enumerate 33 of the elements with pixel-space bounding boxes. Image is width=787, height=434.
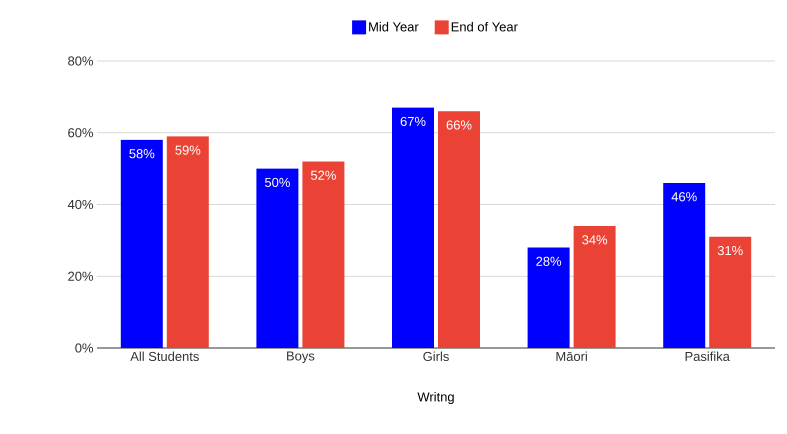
data-label: 66% [446,120,472,130]
bar [438,111,480,348]
data-label: 52% [310,170,336,180]
data-label: 46% [672,192,697,202]
bar [120,140,163,348]
bar [302,161,344,348]
data-label: 50% [264,178,290,187]
data-label: 34% [582,235,608,244]
data-label: 31% [718,246,743,256]
x-axis-title: Writng [417,392,454,404]
data-label: 59% [175,146,200,155]
y-tick-label: 40% [68,200,94,210]
bar [528,248,570,348]
bar [663,182,706,348]
x-tick-label: All Students [130,352,199,362]
bar [392,108,434,348]
y-tick-label: 60% [68,128,94,138]
data-label: 28% [536,256,562,266]
y-tick-label: 80% [68,56,94,66]
bar [166,136,209,348]
legend-label: End of Year [452,22,518,32]
data-label: 58% [129,149,154,158]
bar [256,168,298,348]
y-tick-label: 20% [68,272,94,281]
bar [709,236,752,348]
x-tick-label: Pasifika [686,352,730,362]
data-label: 67% [400,116,426,126]
legend-label: Mid Year [369,22,418,32]
x-tick-label: Māori [556,352,587,362]
bar [574,226,616,348]
x-tick-label: Girls [423,352,449,362]
x-tick-label: Boys [287,352,314,364]
y-tick-label: 0% [75,343,94,353]
